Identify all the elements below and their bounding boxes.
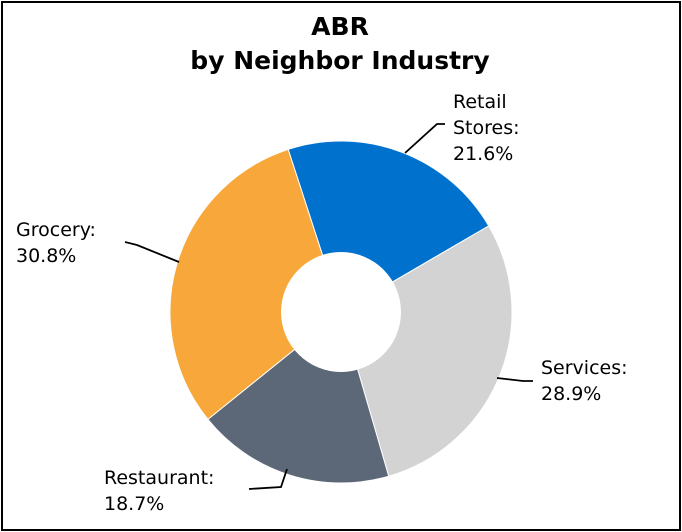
slice-grocery [169, 148, 342, 421]
chart-title-block: ABR by Neighbor Industry [0, 10, 680, 78]
leader-line-services [496, 377, 533, 382]
leader-line-grocery [124, 241, 180, 263]
chart-title: ABR [311, 12, 369, 41]
leader-lines [124, 123, 533, 490]
slice-label-line: Grocery: [16, 219, 96, 241]
slice-label-services: Services: 28.9% [541, 357, 628, 405]
slice-label-line: Stores: [453, 117, 520, 139]
slice-labels: Retail Stores: 21.6% Services: 28.9% Restaura… [16, 91, 628, 515]
slice-label-line: 30.8% [16, 245, 76, 267]
donut-hole [281, 252, 401, 372]
slice-label-restaurant: Restaurant: 18.7% [104, 467, 214, 515]
slice-label-line: Services: [541, 357, 628, 379]
chart-subtitle: by Neighbor Industry [190, 46, 490, 75]
slice-label-line: Retail [453, 91, 507, 113]
slice-label-line: 21.6% [453, 143, 513, 165]
slice-label-grocery: Grocery: 30.8% [16, 219, 96, 267]
slice-label-retail: Retail Stores: 21.6% [453, 91, 520, 165]
leader-line-retail [404, 123, 445, 154]
slice-label-line: Restaurant: [104, 467, 214, 489]
leader-line-restaurant [248, 468, 288, 490]
slice-label-line: 28.9% [541, 383, 601, 405]
slice-label-line: 18.7% [104, 493, 164, 515]
